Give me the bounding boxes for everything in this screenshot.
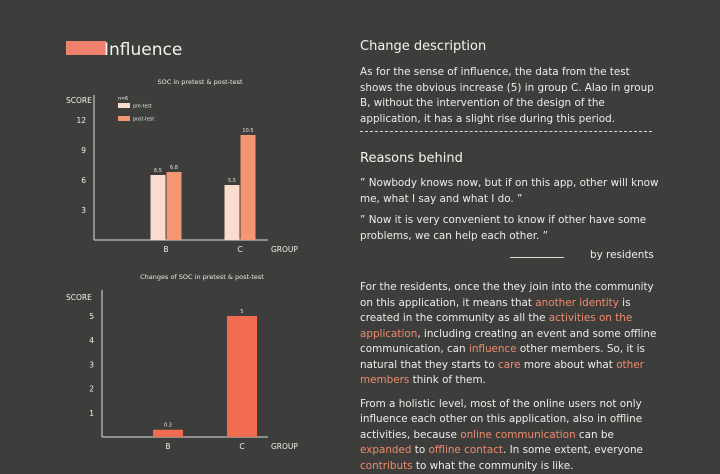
p2-highlight-1: online communication xyxy=(460,429,575,441)
p2-text-d: . In some extent, everyone xyxy=(503,444,643,456)
p2-highlight-4: contributs xyxy=(360,460,413,472)
chart2-bar-label: 5 xyxy=(240,309,243,315)
chart2-bar-label: 0.3 xyxy=(164,423,172,429)
p1-highlight-1: another identity xyxy=(535,297,619,309)
byline: by residents xyxy=(590,249,654,261)
chart2-bar xyxy=(153,430,183,437)
chart2-ytick-label: 3 xyxy=(89,360,94,369)
divider xyxy=(360,131,652,132)
body-text: For the residents, once the they join in… xyxy=(360,280,660,474)
change-heading: Change description xyxy=(360,38,660,56)
body-paragraph-2: From a holistic level, most of the onlin… xyxy=(360,397,660,474)
p2-text-c: to xyxy=(412,444,429,456)
right-column: Change description As for the sense of i… xyxy=(360,38,660,127)
p1-highlight-3: influence xyxy=(469,343,517,355)
quote-2-close: ” xyxy=(543,230,548,242)
chart2-xlabel: GROUP xyxy=(271,442,298,451)
p1-text-f: think of them. xyxy=(409,374,486,386)
chart2-ytick-label: 1 xyxy=(89,409,94,418)
chart2-title: Changes of SOC in pretest & post-test xyxy=(140,273,264,281)
p1-highlight-4: care xyxy=(498,359,521,371)
quote-2: ” Now it is very convenient to know if o… xyxy=(360,213,660,244)
p2-highlight-2: expanded xyxy=(360,444,412,456)
reasons-heading: Reasons behind xyxy=(360,150,660,168)
quote-2-open: ” xyxy=(360,214,365,226)
change-text: As for the sense of influence, the data … xyxy=(360,65,660,127)
reasons-section: Reasons behind ” Nowbody knows now, but … xyxy=(360,150,660,244)
quote-1-text: Nowbody knows now, but if on this app, o… xyxy=(360,177,659,205)
chart2-bar xyxy=(227,316,257,437)
chart2-ylabel: SCORE xyxy=(66,293,92,302)
chart2-xtick-label: C xyxy=(239,442,244,451)
p2-text-e: to what the community is like. xyxy=(413,460,574,472)
quote-1: ” Nowbody knows now, but if on this app,… xyxy=(360,176,660,207)
chart2-xtick-label: B xyxy=(165,442,170,451)
chart2-ytick-label: 5 xyxy=(89,312,94,321)
chart2-ytick-label: 4 xyxy=(89,336,94,345)
p1-text-e: more about what xyxy=(521,359,617,371)
quote-1-open: ” xyxy=(360,177,365,189)
quote-2-text: Now it is very convenient to know if oth… xyxy=(360,214,646,242)
p2-text-b: can be xyxy=(576,429,614,441)
quote-1-close: ” xyxy=(517,193,522,205)
byline-rule xyxy=(510,257,564,258)
chart2-ytick-label: 2 xyxy=(89,385,94,394)
p2-highlight-3: offline contact xyxy=(429,444,503,456)
body-paragraph-1: For the residents, once the they join in… xyxy=(360,280,660,389)
